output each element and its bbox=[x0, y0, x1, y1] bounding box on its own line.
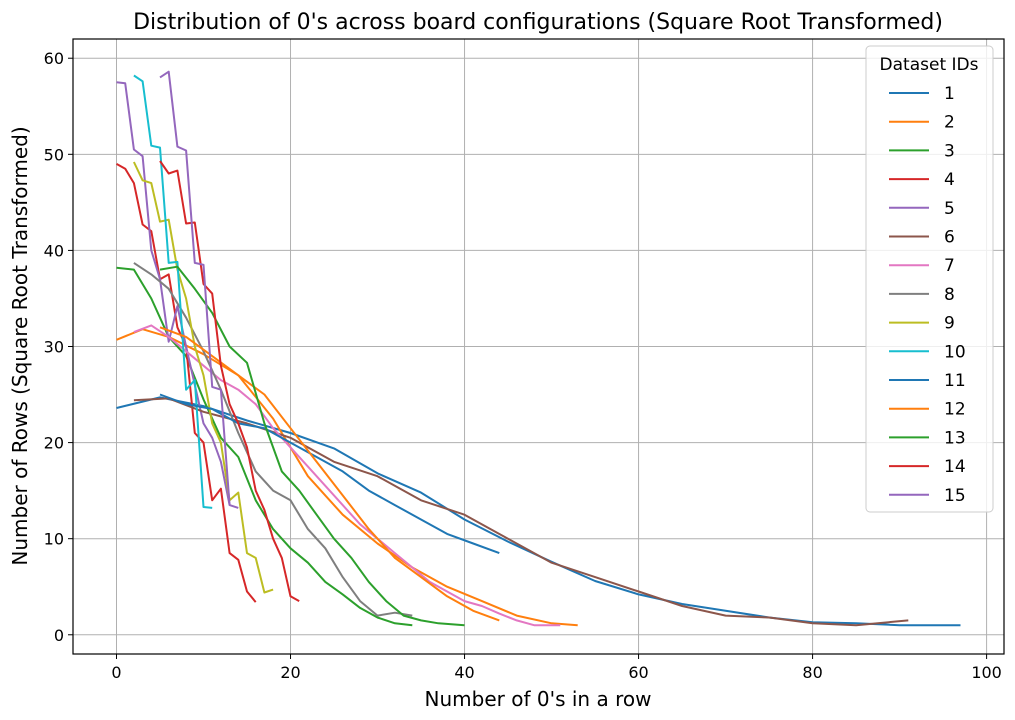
y-tick-label: 60 bbox=[44, 49, 64, 68]
legend-label-9: 9 bbox=[944, 314, 955, 334]
series-line-10 bbox=[133, 74, 213, 509]
series-line-15 bbox=[159, 70, 231, 506]
series-line-11 bbox=[159, 393, 500, 555]
series-line-7 bbox=[133, 324, 561, 627]
series-line-6 bbox=[133, 397, 909, 627]
series-line-14 bbox=[159, 160, 300, 602]
legend-label-15: 15 bbox=[944, 486, 966, 506]
legend-label-6: 6 bbox=[944, 228, 955, 248]
legend-label-8: 8 bbox=[944, 285, 955, 305]
series-layer bbox=[116, 70, 961, 627]
legend-label-14: 14 bbox=[944, 457, 966, 477]
series-line-1 bbox=[116, 396, 961, 627]
legend-label-3: 3 bbox=[944, 141, 955, 161]
x-tick-label: 20 bbox=[280, 663, 300, 682]
series-line-3 bbox=[116, 266, 413, 627]
legend-title: Dataset IDs bbox=[880, 55, 979, 75]
x-axis-label: Number of 0's in a row bbox=[425, 687, 652, 711]
series-line-5 bbox=[116, 81, 239, 509]
legend-label-7: 7 bbox=[944, 256, 955, 276]
legend-label-5: 5 bbox=[944, 199, 955, 219]
chart-title: Distribution of 0's across board configu… bbox=[133, 10, 943, 35]
y-tick-label: 40 bbox=[44, 241, 64, 260]
legend-label-2: 2 bbox=[944, 113, 955, 133]
tick-layer: 0 20 40 60 80 100 0 10 20 30 40 50 60 bbox=[44, 49, 1002, 682]
legend-box bbox=[865, 45, 994, 513]
x-tick-label: 80 bbox=[802, 663, 822, 682]
legend-label-11: 11 bbox=[944, 371, 966, 391]
grid bbox=[73, 39, 1004, 654]
y-tick-label: 50 bbox=[44, 145, 64, 164]
y-tick-label: 0 bbox=[54, 626, 64, 645]
legend-label-1: 1 bbox=[944, 84, 955, 104]
legend-label-12: 12 bbox=[944, 400, 966, 420]
legend-label-4: 4 bbox=[944, 170, 955, 190]
series-line-13 bbox=[159, 265, 465, 627]
x-tick-label: 100 bbox=[971, 663, 1002, 682]
series-line-9 bbox=[132, 161, 274, 594]
series-line-2 bbox=[116, 328, 578, 627]
x-tick-label: 60 bbox=[628, 663, 648, 682]
legend-label-13: 13 bbox=[944, 428, 966, 448]
series-line-12 bbox=[159, 326, 500, 622]
y-axis-label: Number of Rows (Square Root Transformed) bbox=[8, 126, 32, 565]
x-tick-label: 40 bbox=[454, 663, 474, 682]
y-tick-label: 20 bbox=[44, 434, 64, 453]
x-tick-label: 0 bbox=[111, 663, 121, 682]
y-tick-label: 10 bbox=[44, 530, 64, 549]
legend-label-10: 10 bbox=[944, 342, 966, 362]
y-tick-label: 30 bbox=[44, 338, 64, 357]
